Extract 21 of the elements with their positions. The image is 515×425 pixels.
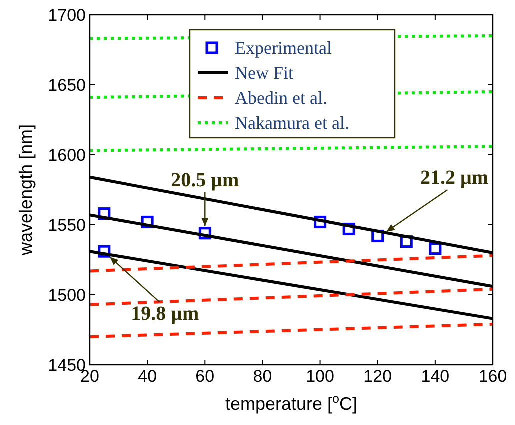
x-axis-title: temperature [$^{o}$C] <box>225 392 358 414</box>
y-tick-label: 1650 <box>48 76 86 95</box>
y-tick-label: 1550 <box>48 216 86 235</box>
legend-label: Abedin et al. <box>235 88 328 108</box>
x-tick-label: 80 <box>253 367 272 386</box>
y-tick-label: 1700 <box>48 6 86 25</box>
x-tick-label: 120 <box>364 367 392 386</box>
legend-label: New Fit <box>235 63 294 83</box>
x-tick-label: 40 <box>138 367 158 386</box>
x-tick-label: 160 <box>478 367 508 386</box>
y-tick-label: 1500 <box>48 286 86 305</box>
annotation: 20.5 μm <box>171 169 240 192</box>
annotation: 19.8 μm <box>131 303 200 326</box>
legend-label: Experimental <box>235 38 332 58</box>
x-tick-label: 60 <box>196 367 215 386</box>
x-tick-label: 140 <box>421 367 450 386</box>
y-tick-label: 1600 <box>48 146 86 165</box>
y-axis-title: wavelength [nm] <box>16 124 36 257</box>
legend-label: Nakamura et al. <box>235 113 350 133</box>
x-tick-label: 100 <box>306 367 334 386</box>
annotation: 21.2 μm <box>420 167 489 189</box>
